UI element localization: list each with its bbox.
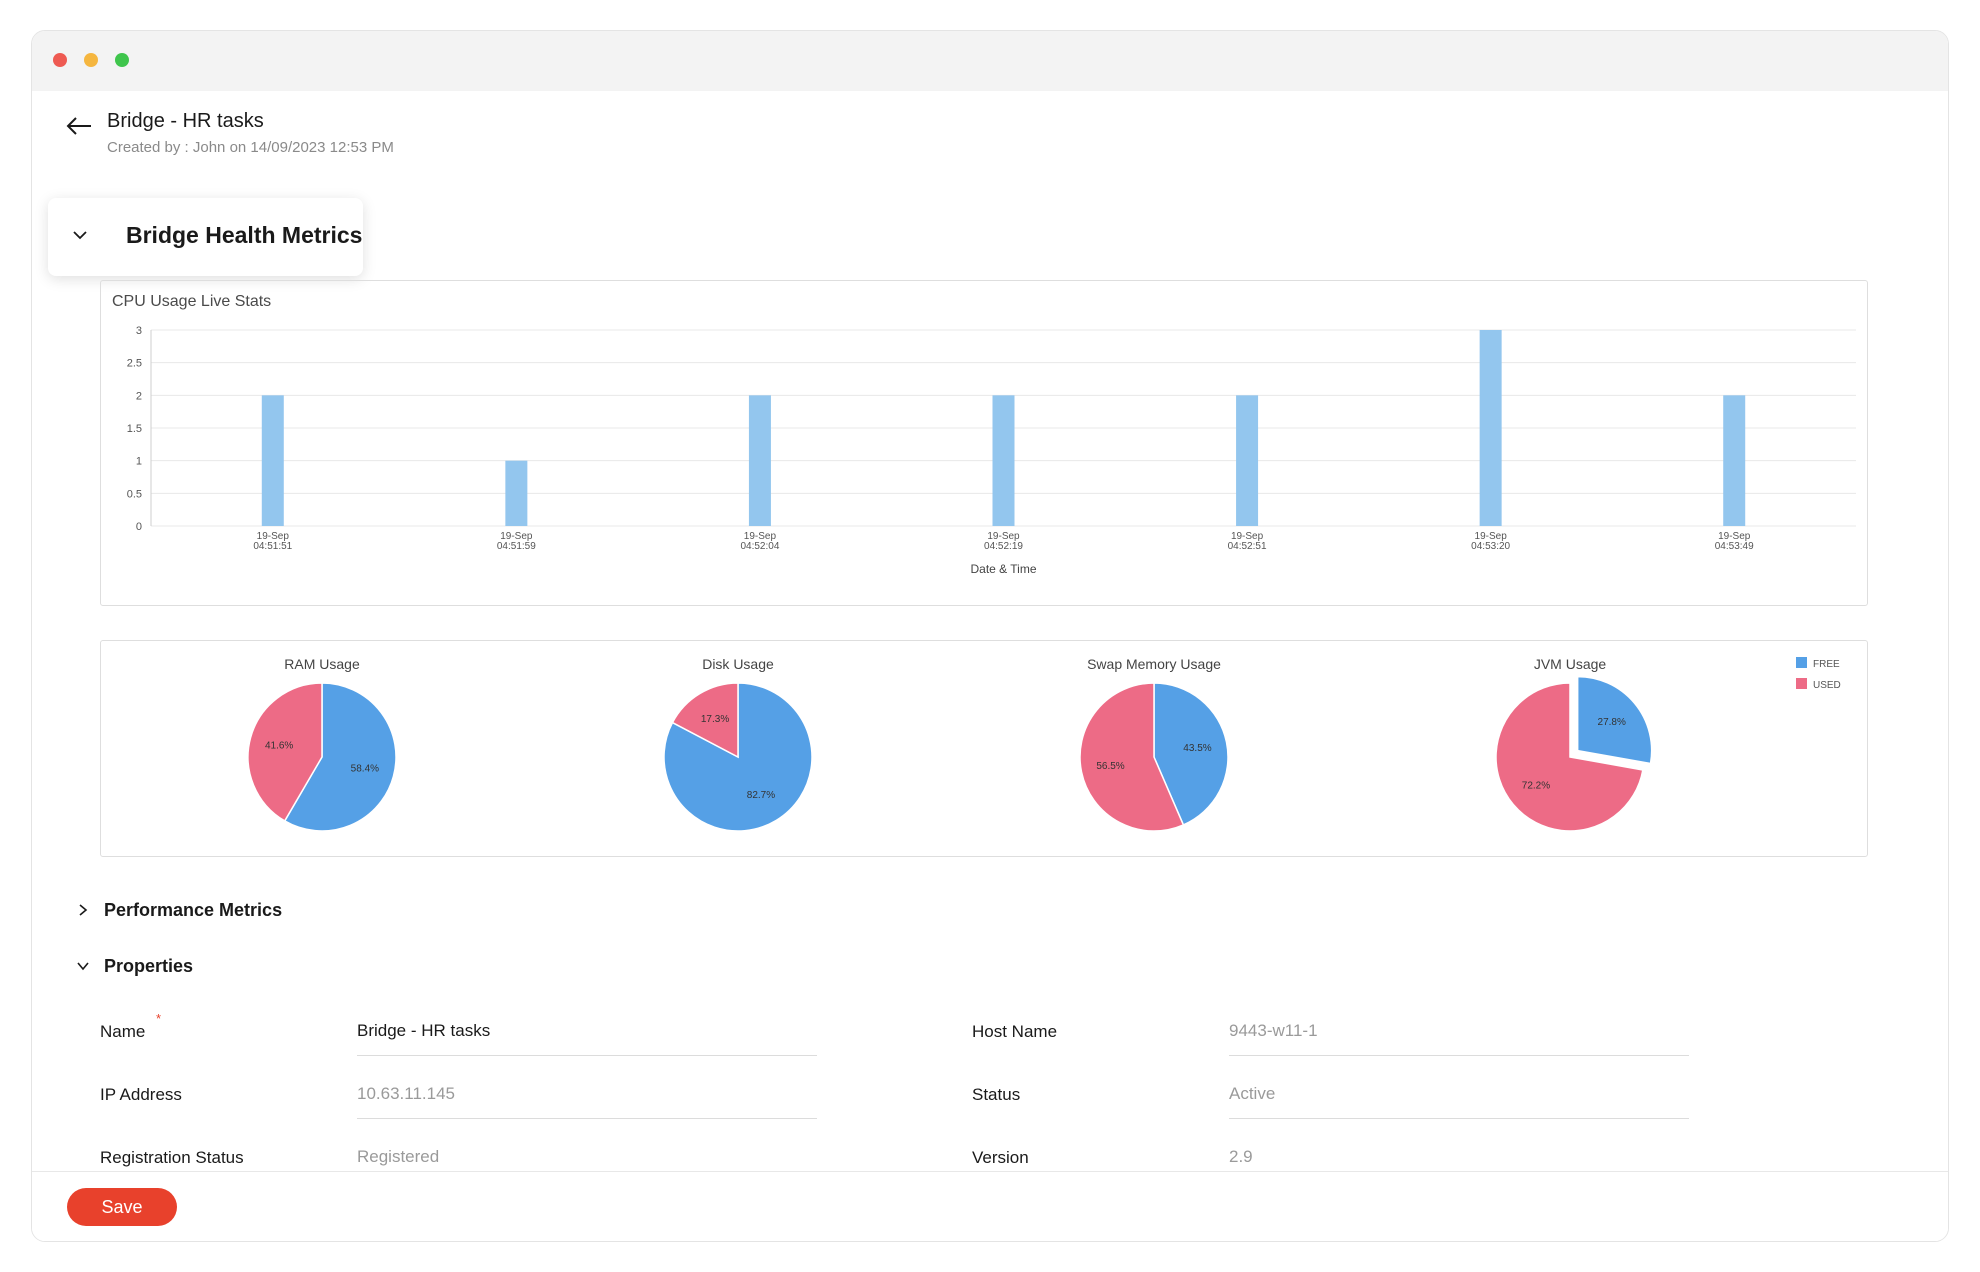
- slice-label: 43.5%: [1183, 743, 1211, 754]
- required-marker: *: [156, 1011, 162, 1026]
- usage-pie-charts: RAM Usage 58.4% 41.6% Disk Usage 82.7% 17.3% S…: [247, 656, 1841, 832]
- x-tick-label: 19-Sep 04:52:51: [1228, 531, 1267, 552]
- legend-swatch: [1796, 678, 1807, 689]
- pie-slice-free: [1576, 675, 1653, 765]
- slice-label: 41.6%: [265, 740, 293, 751]
- pie-slice-free: [663, 682, 813, 832]
- slice-label: 82.7%: [747, 790, 775, 801]
- slice-label: 17.3%: [701, 714, 729, 725]
- legend-label: FREE: [1813, 659, 1840, 670]
- save-button[interactable]: Save: [67, 1188, 177, 1226]
- cpu-bar: [1723, 395, 1746, 526]
- pie-title: JVM Usage: [1534, 656, 1607, 672]
- slice-label: 58.4%: [351, 764, 379, 775]
- x-tick-label: 19-Sep 04:51:59: [497, 531, 536, 552]
- registration-status-value: Registered: [357, 1147, 440, 1166]
- chevron-down-icon: [73, 231, 87, 240]
- y-tick-label: 0.5: [127, 488, 142, 500]
- x-axis-title: Date & Time: [970, 562, 1036, 576]
- x-tick-label: 19-Sep 04:52:19: [984, 531, 1023, 552]
- x-tick-label: 19-Sep 04:51:51: [253, 531, 292, 552]
- page-title: Bridge - HR tasks: [107, 110, 264, 132]
- y-tick-label: 1.5: [127, 423, 142, 435]
- status-label: Status: [972, 1085, 1021, 1104]
- registration-status-label: Registration Status: [100, 1148, 244, 1167]
- status-value: Active: [1229, 1084, 1276, 1103]
- chevron-down-icon: [77, 962, 89, 971]
- cpu-usage-bar-chart: 0 0.5 1 1.5 2 2.5 3 19-Sep 04:51:51 19-Sep 04:51:5…: [127, 325, 1856, 576]
- slice-label: 56.5%: [1096, 761, 1124, 772]
- ip-address-value: 10.63.11.145: [357, 1084, 455, 1103]
- pie-title: Swap Memory Usage: [1087, 656, 1221, 672]
- app-window: Bridge - HR tasks Created by : John on 1…: [31, 30, 1949, 1242]
- pie-slice-used: [1079, 682, 1185, 832]
- y-tick-label: 3: [136, 325, 142, 337]
- version-label: Version: [972, 1148, 1029, 1167]
- y-tick-label: 2.5: [127, 358, 142, 370]
- y-tick-label: 2: [136, 390, 142, 402]
- host-name-label: Host Name: [972, 1022, 1058, 1041]
- pie-title: RAM Usage: [284, 656, 360, 672]
- host-name-value: 9443-w11-1: [1229, 1021, 1318, 1040]
- y-tick-label: 0: [136, 521, 142, 533]
- chart-title: CPU Usage Live Stats: [112, 293, 272, 310]
- slice-label: 27.8%: [1598, 717, 1626, 728]
- divider: [357, 1055, 817, 1056]
- legend-swatch: [1796, 657, 1807, 668]
- section-title: Bridge Health Metrics: [126, 222, 363, 248]
- name-label: Name: [100, 1022, 146, 1041]
- cpu-bar: [992, 395, 1015, 526]
- y-tick-label: 1: [136, 456, 142, 468]
- legend-label: USED: [1813, 680, 1841, 691]
- title-bar: [32, 31, 1948, 91]
- divider: [357, 1118, 817, 1119]
- section-title: Properties: [104, 956, 194, 976]
- chevron-right-icon: [79, 904, 88, 916]
- x-tick-label: 19-Sep 04:53:20: [1471, 531, 1510, 552]
- cpu-bar: [261, 395, 284, 526]
- section-title: Performance Metrics: [104, 900, 283, 920]
- divider: [1229, 1055, 1689, 1056]
- pie-title: Disk Usage: [702, 656, 774, 672]
- cpu-bar: [1236, 395, 1259, 526]
- created-by-text: Created by : John on 14/09/2023 12:53 PM: [107, 139, 394, 156]
- minimize-window-button[interactable]: [84, 53, 98, 67]
- name-field[interactable]: Bridge - HR tasks: [357, 1021, 491, 1040]
- usage-pie-charts-panel: RAM Usage 58.4% 41.6% Disk Usage 82.7% 17.3% S…: [100, 640, 1868, 857]
- ip-address-label: IP Address: [100, 1085, 182, 1104]
- back-arrow-icon[interactable]: [64, 111, 94, 141]
- footer-bar: Save: [32, 1171, 1948, 1241]
- slice-label: 72.2%: [1522, 781, 1550, 792]
- pie-slice-free: [283, 682, 397, 832]
- bridge-health-metrics-header[interactable]: Bridge Health Metrics: [48, 198, 363, 276]
- x-tick-label: 19-Sep 04:52:04: [740, 531, 779, 552]
- cpu-bar: [748, 395, 771, 526]
- close-window-button[interactable]: [53, 53, 67, 67]
- x-tick-label: 19-Sep 04:53:49: [1715, 531, 1754, 552]
- pie-slice-used: [247, 682, 323, 822]
- version-value: 2.9: [1229, 1147, 1253, 1166]
- divider: [1229, 1118, 1689, 1119]
- cpu-bar: [505, 460, 528, 526]
- cpu-usage-chart-panel: CPU Usage Live Stats 0 0.5 1 1.5 2 2.5 3 19-Sep…: [100, 280, 1868, 606]
- cpu-bar: [1479, 330, 1502, 526]
- pie-slice-used: [671, 682, 739, 759]
- pie-slice-free: [1153, 682, 1229, 826]
- maximize-window-button[interactable]: [115, 53, 129, 67]
- pie-slice-used: [1495, 682, 1644, 832]
